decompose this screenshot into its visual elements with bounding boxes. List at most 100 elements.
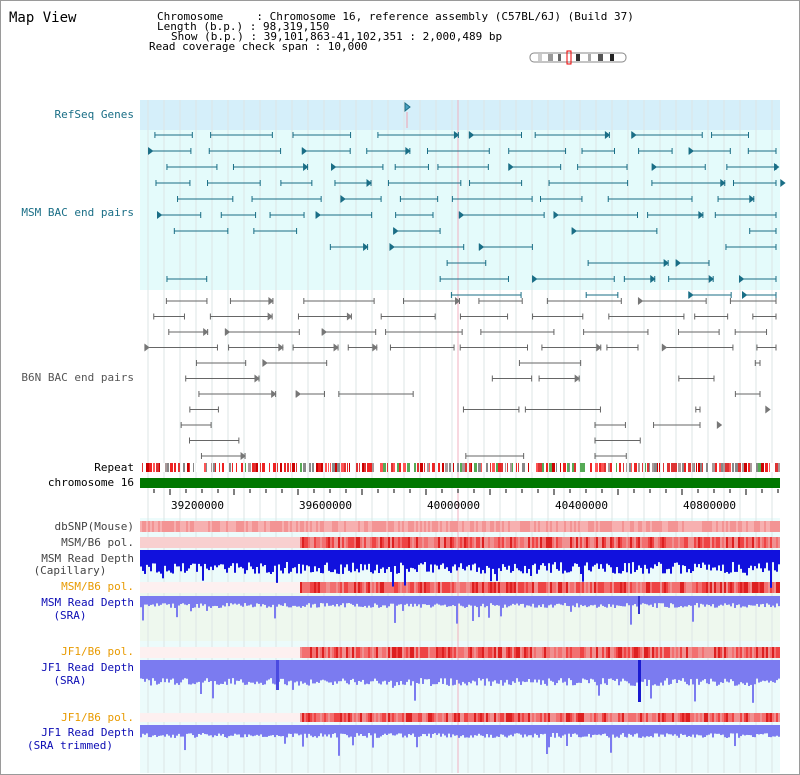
jf1-trim-depth-bar xyxy=(438,725,440,734)
jf1-pol-2-heat-cell xyxy=(412,713,414,722)
track-label-msm-bac[interactable]: MSM BAC end pairs xyxy=(21,206,134,219)
msm-pol-2-heat-cell xyxy=(352,582,354,593)
msm-pol-1-heat-cell xyxy=(750,537,752,548)
track-label-dbsnp[interactable]: dbSNP(Mouse) xyxy=(54,520,134,533)
jf1-sra-depth-bar xyxy=(740,660,742,683)
dbsnp-heat-cell xyxy=(702,521,704,532)
jf1-trim-depth-bar xyxy=(570,725,572,737)
jf1-pol-2-heat-cell xyxy=(476,713,478,722)
msm-cap-depth-bar xyxy=(618,550,620,574)
msm-pol-2-heat-cell xyxy=(742,582,744,593)
jf1-pol-2-heat-cell xyxy=(598,713,600,722)
msm-pol-1-heat-cell xyxy=(410,537,412,548)
msm-cap-depth-bar xyxy=(200,550,202,567)
msm-pol-2-heat-cell xyxy=(308,582,310,593)
jf1-sra-depth-bar xyxy=(562,660,564,683)
jf1-pol-1-heat-cell xyxy=(698,647,700,658)
track-label-repeat[interactable]: Repeat xyxy=(94,461,134,474)
track-label-jf1-read-depth-trim[interactable]: JF1 Read Depth xyxy=(41,726,134,739)
repeat-block xyxy=(586,463,588,472)
jf1-pol-1-heat-cell xyxy=(558,647,560,658)
msm-sra-depth-bar xyxy=(506,596,508,608)
msm-cap-depth-bar xyxy=(602,550,604,569)
msm-pol-1-heat-cell xyxy=(452,537,454,548)
jf1-trim-depth-bar xyxy=(700,725,702,736)
dbsnp-heat-cell xyxy=(436,521,438,532)
jf1-pol-2-heat-cell xyxy=(424,713,426,722)
track-label-b6n-bac[interactable]: B6N BAC end pairs xyxy=(21,371,134,384)
msm-pol-2-heat-cell xyxy=(440,582,442,593)
dbsnp-heat-cell xyxy=(182,521,184,532)
jf1-trim-depth-bar xyxy=(566,725,568,746)
msm-sra-depth-bar xyxy=(360,596,362,607)
msm-cap-depth-bar xyxy=(388,550,390,567)
msm-pol-1-heat-cell xyxy=(746,537,748,548)
jf1-pol-1-heat-cell xyxy=(358,647,360,658)
track-label-jf1-read-depth-sra[interactable]: JF1 Read Depth xyxy=(41,661,134,674)
msm-cap-depth-bar xyxy=(596,550,598,564)
msm-cap-depth-bar xyxy=(328,550,330,571)
msm-pol-2-heat-cell xyxy=(378,582,380,593)
jf1-pol-1-heat-cell xyxy=(304,647,306,658)
msm-pol-1-heat-cell xyxy=(706,537,708,548)
msm-cap-depth-bar xyxy=(410,550,412,568)
jf1-sra-depth-bar xyxy=(318,660,320,683)
msm-pol-2-heat-cell xyxy=(562,582,564,593)
jf1-pol-1-heat-cell xyxy=(378,647,380,658)
track-label-msm-b6-pol-1[interactable]: MSM/B6 pol. xyxy=(61,536,134,549)
dbsnp-heat-cell xyxy=(532,521,534,532)
jf1-trim-depth-bar xyxy=(304,725,306,734)
msm-cap-depth-bar xyxy=(250,550,252,567)
msm-sra-depth-bar xyxy=(600,596,602,605)
msm-cap-depth-bar xyxy=(184,550,186,573)
msm-cap-depth-bar xyxy=(168,550,170,571)
jf1-sra-depth-bar xyxy=(404,660,406,685)
msm-pol-2-heat-cell xyxy=(336,582,338,593)
jf1-sra-depth-bar xyxy=(184,660,186,679)
jf1-sra-depth-bar xyxy=(244,660,246,685)
track-label-jf1-b6-pol-1[interactable]: JF1/B6 pol. xyxy=(61,645,134,658)
jf1-pol-2-heat-cell xyxy=(568,713,570,722)
jf1-pol-1-heat-cell xyxy=(652,647,654,658)
jf1-trim-depth-bar xyxy=(428,725,430,734)
jf1-sra-depth-bar xyxy=(388,660,390,682)
track-label-msm-b6-pol-2[interactable]: MSM/B6 pol. xyxy=(61,580,134,593)
msm-cap-depth-bar xyxy=(292,550,294,569)
jf1-trim-depth-bar xyxy=(182,725,184,737)
jf1-pol-1-heat-cell xyxy=(302,647,304,658)
msm-sra-depth-bar xyxy=(162,596,164,604)
jf1-pol-2-heat-cell xyxy=(744,713,746,722)
repeat-block xyxy=(590,463,593,472)
track-label-chromosome[interactable]: chromosome 16 xyxy=(47,476,134,489)
dbsnp-heat-cell xyxy=(242,521,244,532)
repeat-block xyxy=(688,463,691,472)
track-label-msm-read-depth-cap[interactable]: MSM Read Depth xyxy=(41,552,134,565)
msm-pol-1-heat-cell xyxy=(340,537,342,548)
msm-bac-end-arrow xyxy=(742,291,748,299)
msm-cap-depth-bar xyxy=(508,550,510,566)
msm-pol-1-heat-cell xyxy=(394,537,396,548)
dbsnp-heat-cell xyxy=(302,521,304,532)
repeat-block xyxy=(528,463,529,472)
msm-pol-2-heat-cell xyxy=(456,582,458,593)
jf1-pol-1-heat-cell xyxy=(556,647,558,658)
msm-pol-1-heat-cell xyxy=(614,537,616,548)
dbsnp-heat-cell xyxy=(406,521,408,532)
msm-pol-2-heat-cell xyxy=(310,582,312,593)
track-label-jf1-b6-pol-2[interactable]: JF1/B6 pol. xyxy=(61,711,134,724)
track-label-refseq[interactable]: RefSeq Genes xyxy=(54,108,134,121)
msm-pol-2-heat-cell xyxy=(560,582,562,593)
jf1-trim-depth-bar xyxy=(374,725,376,734)
dbsnp-heat-cell xyxy=(354,521,356,532)
dbsnp-heat-cell xyxy=(758,521,760,532)
jf1-sra-depth-bar xyxy=(446,660,448,685)
msm-cap-depth-bar xyxy=(588,550,590,571)
jf1-pol-2-heat-cell xyxy=(730,713,732,722)
repeat-block xyxy=(337,463,340,472)
msm-cap-depth-bar xyxy=(378,550,380,574)
jf1-pol-2-heat-cell xyxy=(514,713,516,722)
track-label-msm-read-depth-sra[interactable]: MSM Read Depth xyxy=(41,596,134,609)
msm-cap-depth-bar xyxy=(472,550,474,565)
msm-pol-2-heat-cell xyxy=(748,582,750,593)
msm-pol-2-heat-cell xyxy=(406,582,408,593)
